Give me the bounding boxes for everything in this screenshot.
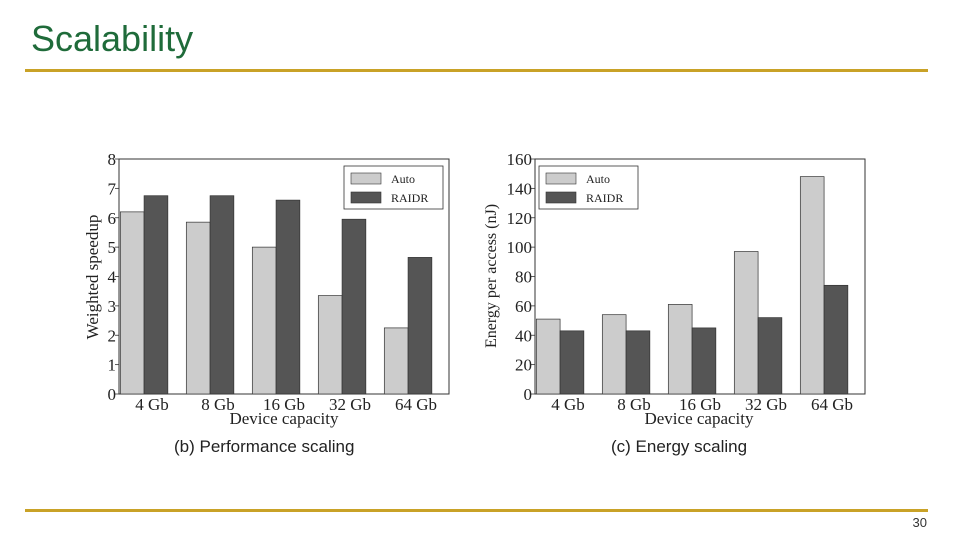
performance-bar-auto-2 — [251, 246, 277, 395]
performance-bar-auto-0 — [119, 211, 145, 395]
performance-y-tick-label: 4 — [108, 268, 117, 287]
energy-bar-auto-1 — [601, 314, 627, 395]
energy-y-tick-label: 40 — [515, 326, 532, 345]
energy-chart: 0 20 40 60 80 100 120 140 160 4 Gb 8 Gb 16 Gb 32 Gb… — [483, 150, 866, 428]
energy-bar-raidr-1 — [625, 330, 651, 395]
energy-y-tick-label: 100 — [507, 238, 533, 257]
performance-bar-raidr-4 — [407, 257, 433, 395]
energy-bar-raidr-3 — [757, 317, 783, 395]
title-divider — [25, 69, 928, 72]
energy-bar-auto-4 — [799, 176, 825, 395]
performance-x-label: Device capacity — [229, 409, 339, 428]
energy-x-label: Device capacity — [644, 409, 754, 428]
energy-y-tick-label: 120 — [507, 209, 533, 228]
performance-bar-auto-1 — [185, 221, 211, 395]
performance-x-tick-label: 32 Gb — [329, 395, 371, 414]
performance-x-tick-label: 64 Gb — [395, 395, 437, 414]
performance-y-tick-label: 1 — [108, 356, 117, 375]
performance-y-ticks: 0 1 2 3 4 5 6 7 8 — [108, 150, 119, 404]
performance-y-tick-label: 8 — [108, 150, 117, 169]
energy-y-label: Energy per access (nJ) — [483, 204, 500, 348]
performance-y-tick-label: 7 — [108, 179, 117, 198]
energy-bar-auto-3 — [733, 251, 759, 395]
performance-y-tick-label: 0 — [108, 385, 117, 404]
performance-y-tick-label: 5 — [108, 238, 117, 257]
energy-x-tick-label: 8 Gb — [617, 395, 651, 414]
performance-chart: 0 1 2 3 4 5 6 7 8 4 Gb 8 Gb 16 Gb 32 Gb 64 Gb Device… — [83, 150, 450, 428]
energy-legend-raidr-label: RAIDR — [586, 191, 623, 205]
energy-x-tick-label: 16 Gb — [679, 395, 721, 414]
footer-divider — [25, 509, 928, 512]
energy-x-tick-label: 4 Gb — [551, 395, 585, 414]
energy-bar-raidr-2 — [691, 327, 717, 395]
energy-y-tick-label: 20 — [515, 356, 532, 375]
performance-legend-auto-swatch — [350, 172, 382, 185]
performance-bar-raidr-2 — [275, 199, 301, 395]
energy-y-tick-label: 60 — [515, 297, 532, 316]
performance-bar-raidr-0 — [143, 195, 169, 395]
energy-y-tick-label: 160 — [507, 150, 533, 169]
performance-y-label: Weighted speedup — [83, 215, 102, 340]
performance-legend-raidr-label: RAIDR — [391, 191, 428, 205]
performance-legend: Auto RAIDR — [343, 165, 444, 210]
performance-bar-raidr-3 — [341, 218, 367, 395]
energy-caption: (c) Energy scaling — [611, 437, 748, 456]
energy-y-ticks: 0 20 40 60 80 100 120 140 160 — [507, 150, 535, 404]
energy-legend-auto-swatch — [545, 172, 577, 185]
performance-bar-auto-4 — [383, 327, 409, 395]
performance-y-tick-label: 3 — [108, 297, 117, 316]
energy-legend-raidr-swatch — [545, 191, 577, 204]
performance-x-tick-label: 4 Gb — [135, 395, 169, 414]
energy-bar-auto-2 — [667, 304, 693, 395]
performance-bar-auto-3 — [317, 295, 343, 395]
energy-y-tick-label: 140 — [507, 179, 533, 198]
performance-x-tick-label: 16 Gb — [263, 395, 305, 414]
performance-legend-raidr-swatch — [350, 191, 382, 204]
page-number: 30 — [912, 515, 927, 530]
performance-y-tick-label: 2 — [108, 326, 117, 345]
performance-legend-auto-label: Auto — [391, 172, 415, 186]
energy-x-ticks: 4 Gb 8 Gb 16 Gb 32 Gb 64 Gb — [551, 395, 853, 414]
slide-title: Scalability — [31, 18, 194, 59]
performance-x-ticks: 4 Gb 8 Gb 16 Gb 32 Gb 64 Gb — [135, 395, 437, 414]
energy-legend-auto-label: Auto — [586, 172, 610, 186]
energy-y-tick-label: 80 — [515, 268, 532, 287]
energy-bar-raidr-4 — [823, 284, 849, 395]
performance-bars — [119, 195, 433, 395]
energy-legend: Auto RAIDR — [538, 165, 639, 210]
energy-bar-raidr-0 — [559, 330, 585, 395]
performance-caption: (b) Performance scaling — [174, 437, 355, 456]
energy-y-tick-label: 0 — [524, 385, 533, 404]
energy-bars — [535, 176, 849, 395]
energy-x-tick-label: 32 Gb — [745, 395, 787, 414]
energy-bar-auto-0 — [535, 318, 561, 395]
performance-y-tick-label: 6 — [108, 209, 117, 228]
performance-bar-raidr-1 — [209, 195, 235, 395]
energy-x-tick-label: 64 Gb — [811, 395, 853, 414]
performance-x-tick-label: 8 Gb — [201, 395, 235, 414]
